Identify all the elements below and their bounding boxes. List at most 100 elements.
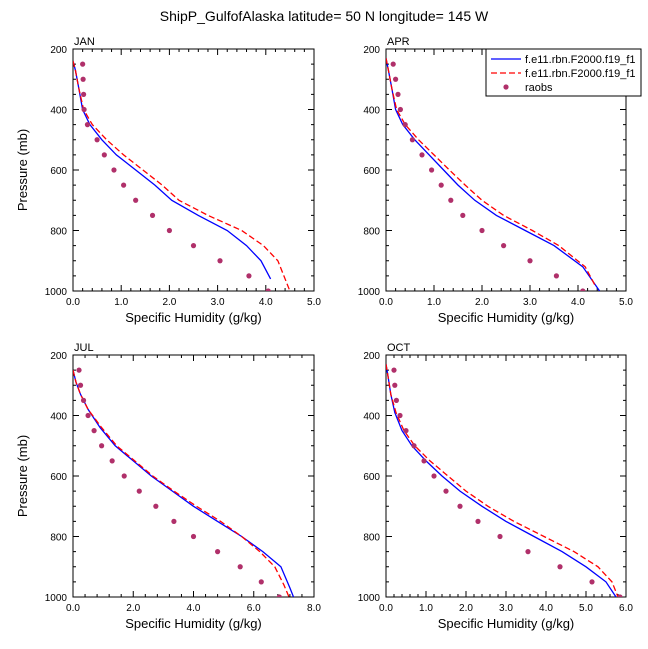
y-tick-label: 800 bbox=[50, 227, 67, 238]
raobs-point bbox=[557, 564, 563, 570]
raobs-point bbox=[553, 273, 560, 279]
y-axis-label: Pressure (mb) bbox=[15, 129, 30, 211]
raobs-point bbox=[391, 367, 397, 373]
panel-oct: OCT 0.0 1.0 2.0 3.0 4.0 5.0 6.0 200 400 600 800 1000… bbox=[358, 342, 634, 631]
raobs-point bbox=[77, 382, 84, 388]
series-group bbox=[73, 60, 291, 291]
figure-title: ShipP_GulfofAlaska latitude= 50 N longit… bbox=[160, 8, 489, 24]
x-tick-label: 3.0 bbox=[523, 297, 537, 308]
x-tick-label: 2.0 bbox=[459, 603, 473, 614]
x-tick-label: 8.0 bbox=[307, 603, 321, 614]
x-tick-label: 0.0 bbox=[66, 603, 80, 614]
raobs-point bbox=[475, 518, 481, 524]
raobs-point bbox=[443, 488, 449, 494]
series-line-model-dashed bbox=[73, 60, 291, 291]
y-tick-label: 400 bbox=[50, 412, 67, 423]
legend: f.e11.rbn.F2000.f19_f1 f.e11.rbn.F2000.f1… bbox=[485, 48, 642, 97]
y-tick-label: 200 bbox=[363, 351, 380, 362]
series-line-model-solid bbox=[73, 60, 272, 280]
raobs-point bbox=[81, 106, 87, 113]
x-tick-label: 4.0 bbox=[539, 603, 553, 614]
raobs-point bbox=[501, 243, 507, 249]
series-line-model-solid bbox=[386, 363, 617, 597]
y-tick-label: 1000 bbox=[45, 287, 68, 298]
raobs-point bbox=[421, 458, 427, 464]
x-tick-label: 1.0 bbox=[114, 297, 128, 308]
raobs-point bbox=[402, 122, 408, 128]
panel-jan: JAN 0.0 1.0 2.0 3.0 4.0 5.0 200 400 600 800 1000 Spe… bbox=[15, 36, 321, 325]
raobs-point bbox=[589, 579, 595, 585]
raobs-point bbox=[258, 579, 264, 585]
x-tick-label: 0.0 bbox=[379, 603, 393, 614]
panel-title: APR bbox=[387, 36, 410, 48]
raobs-point bbox=[84, 122, 91, 128]
raobs-point bbox=[111, 167, 117, 173]
x-tick-label: 4.0 bbox=[571, 297, 585, 308]
plot-frame bbox=[72, 48, 315, 292]
panels: JAN 0.0 1.0 2.0 3.0 4.0 5.0 200 400 600 800 1000 Spe… bbox=[15, 36, 633, 631]
raobs-point bbox=[617, 594, 623, 597]
x-tick-label: 5.0 bbox=[579, 603, 593, 614]
series-group bbox=[386, 57, 601, 291]
raobs-point bbox=[237, 564, 243, 570]
plot-frame bbox=[72, 354, 315, 598]
y-tick-label: 1000 bbox=[358, 593, 381, 604]
raobs-point bbox=[397, 412, 403, 419]
raobs-point bbox=[457, 503, 463, 509]
y-tick-label: 600 bbox=[363, 472, 380, 483]
y-tick-label: 800 bbox=[363, 227, 380, 238]
raobs-point bbox=[99, 443, 105, 449]
raobs-point bbox=[246, 273, 252, 279]
raobs-point bbox=[101, 152, 107, 158]
raobs-point bbox=[109, 458, 115, 464]
legend-marker bbox=[503, 84, 509, 90]
raobs-point bbox=[80, 61, 86, 67]
raobs-point bbox=[395, 91, 401, 97]
x-axis-label: Specific Humidity (g/kg) bbox=[125, 310, 262, 325]
panel-title: JAN bbox=[74, 36, 95, 48]
raobs-point bbox=[81, 91, 87, 97]
raobs-point bbox=[479, 227, 485, 234]
raobs-point bbox=[276, 594, 282, 597]
raobs-point bbox=[580, 288, 586, 291]
x-axis-label: Specific Humidity (g/kg) bbox=[125, 616, 262, 631]
raobs-point bbox=[166, 227, 172, 234]
raobs-point bbox=[80, 76, 86, 82]
raobs-point bbox=[393, 397, 399, 403]
raobs-point bbox=[438, 182, 444, 188]
x-tick-label: 6.0 bbox=[247, 603, 261, 614]
x-tick-label: 4.0 bbox=[187, 603, 201, 614]
raobs-point bbox=[460, 212, 466, 218]
legend-label: f.e11.rbn.F2000.f19_f1 bbox=[525, 54, 636, 66]
raobs-point bbox=[392, 382, 398, 388]
y-tick-label: 400 bbox=[363, 106, 380, 117]
y-tick-label: 600 bbox=[50, 166, 67, 177]
y-tick-label: 200 bbox=[50, 351, 67, 362]
raobs-point bbox=[431, 473, 437, 479]
plot-frame bbox=[385, 354, 627, 598]
series-line-model-solid bbox=[73, 369, 295, 597]
y-tick-label: 1000 bbox=[45, 593, 68, 604]
y-tick-label: 800 bbox=[50, 533, 67, 544]
raobs-point bbox=[121, 473, 127, 479]
legend-label: raobs bbox=[525, 82, 553, 94]
series-line-model-dashed bbox=[386, 57, 596, 286]
raobs-point bbox=[429, 167, 435, 173]
series-line-model-dashed bbox=[73, 369, 290, 597]
raobs-point bbox=[85, 412, 91, 419]
x-tick-label: 0.0 bbox=[66, 297, 80, 308]
x-tick-label: 6.0 bbox=[619, 603, 633, 614]
x-axis-label: Specific Humidity (g/kg) bbox=[438, 616, 575, 631]
raobs-point bbox=[153, 503, 159, 509]
x-tick-label: 2.0 bbox=[162, 297, 176, 308]
x-axis-label: Specific Humidity (g/kg) bbox=[438, 310, 575, 325]
raobs-point bbox=[217, 258, 223, 264]
raobs-point bbox=[76, 367, 82, 373]
x-tick-label: 4.0 bbox=[259, 297, 273, 308]
raobs-point bbox=[409, 137, 415, 143]
raobs-point bbox=[411, 443, 417, 449]
raobs-point bbox=[121, 182, 127, 188]
raobs-point bbox=[190, 243, 197, 249]
raobs-point bbox=[149, 212, 156, 218]
series-group bbox=[73, 367, 295, 597]
